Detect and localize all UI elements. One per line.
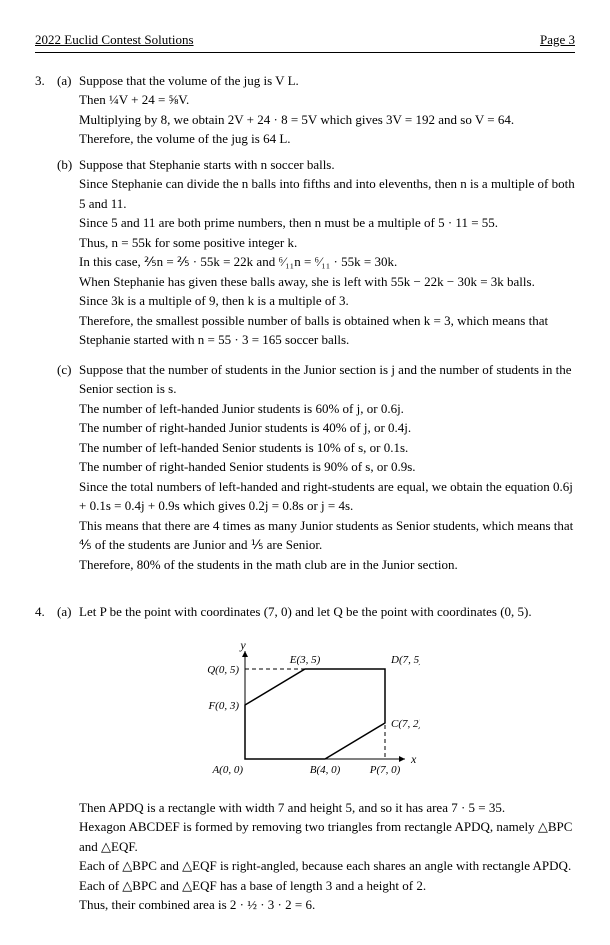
q3c-l1: Suppose that the number of students in t… [79, 360, 575, 399]
svg-text:A(0, 0): A(0, 0) [211, 764, 243, 776]
q3b: (b) Suppose that Stephanie starts with n… [57, 155, 575, 350]
svg-text:x: x [410, 752, 417, 766]
q3a-l1: Suppose that the volume of the jug is V … [79, 71, 575, 91]
header-left: 2022 Euclid Contest Solutions [35, 30, 194, 50]
q3b-body: Suppose that Stephanie starts with n soc… [79, 155, 575, 350]
q4a-label: (a) [57, 602, 79, 622]
q4a-l4: Each of △BPC and △EQF has a base of leng… [79, 876, 575, 896]
q3a-body: Suppose that the volume of the jug is V … [79, 71, 575, 149]
q3b-l8: Therefore, the smallest possible number … [79, 311, 575, 350]
q4a-figure: x y A(0, 0) B(4, 0) P(7, 0) C(7, 2) D(7, 5) E(3… [35, 634, 575, 784]
question-4: 4. (a) Let P be the point with coordinat… [35, 602, 575, 622]
q4a-body: Then APDQ is a rectangle with width 7 an… [79, 798, 575, 915]
q4a-l5: Thus, their combined area is 2 · ½ · 3 ·… [79, 895, 575, 915]
svg-text:E(3, 5): E(3, 5) [289, 654, 321, 666]
q4a-intro: Let P be the point with coordinates (7, … [79, 602, 575, 622]
q3-number: 3. [35, 71, 57, 149]
q3c-body: Suppose that the number of students in t… [79, 360, 575, 575]
q4-number: 4. [35, 602, 57, 622]
page-header: 2022 Euclid Contest Solutions Page 3 [35, 30, 575, 53]
q3b-label: (b) [57, 155, 79, 350]
svg-text:y: y [239, 638, 246, 652]
q4a-l3: Each of △BPC and △EQF is right-angled, b… [79, 856, 575, 876]
q3c-l4: The number of left-handed Senior student… [79, 438, 575, 458]
q3c-l6: Since the total numbers of left-handed a… [79, 477, 575, 516]
q3a-l3: Multiplying by 8, we obtain 2V + 24 · 8 … [79, 110, 575, 130]
q3c-l5: The number of right-handed Senior studen… [79, 457, 575, 477]
q3b-l3: Since 5 and 11 are both prime numbers, t… [79, 213, 575, 233]
q4a-l2: Hexagon ABCDEF is formed by removing two… [79, 817, 575, 856]
hexagon-diagram: x y A(0, 0) B(4, 0) P(7, 0) C(7, 2) D(7, 5) E(3… [190, 634, 420, 784]
q3b-l2: Since Stephanie can divide the n balls i… [79, 174, 575, 213]
q3a-l2: Then ¼V + 24 = ⅝V. [79, 90, 575, 110]
svg-text:F(0, 3): F(0, 3) [207, 700, 239, 712]
q3a-label: (a) [57, 71, 79, 149]
q3b-l7: Since 3k is a multiple of 9, then k is a… [79, 291, 575, 311]
q3a-l4: Therefore, the volume of the jug is 64 L… [79, 129, 575, 149]
question-3: 3. (a) Suppose that the volume of the ju… [35, 71, 575, 149]
svg-text:Q(0, 5): Q(0, 5) [207, 664, 239, 676]
q3c-l8: Therefore, 80% of the students in the ma… [79, 555, 575, 575]
q3c: (c) Suppose that the number of students … [57, 360, 575, 575]
header-right: Page 3 [540, 30, 575, 50]
svg-text:C(7, 2): C(7, 2) [391, 718, 420, 730]
svg-text:B(4, 0): B(4, 0) [310, 764, 341, 776]
q3c-l2: The number of left-handed Junior student… [79, 399, 575, 419]
q3c-label: (c) [57, 360, 79, 575]
q3b-l5: In this case, ⅖n = ⅖ · 55k = 22k and ⁶⁄₁… [79, 252, 575, 272]
q3b-l6: When Stephanie has given these balls awa… [79, 272, 575, 292]
q3c-l7: This means that there are 4 times as man… [79, 516, 575, 555]
q3b-l1: Suppose that Stephanie starts with n soc… [79, 155, 575, 175]
q4a-l1: Then APDQ is a rectangle with width 7 an… [79, 798, 575, 818]
q3b-l4: Thus, n = 55k for some positive integer … [79, 233, 575, 253]
svg-text:D(7, 5): D(7, 5) [390, 654, 420, 666]
svg-text:P(7, 0): P(7, 0) [369, 764, 401, 776]
q3c-l3: The number of right-handed Junior studen… [79, 418, 575, 438]
